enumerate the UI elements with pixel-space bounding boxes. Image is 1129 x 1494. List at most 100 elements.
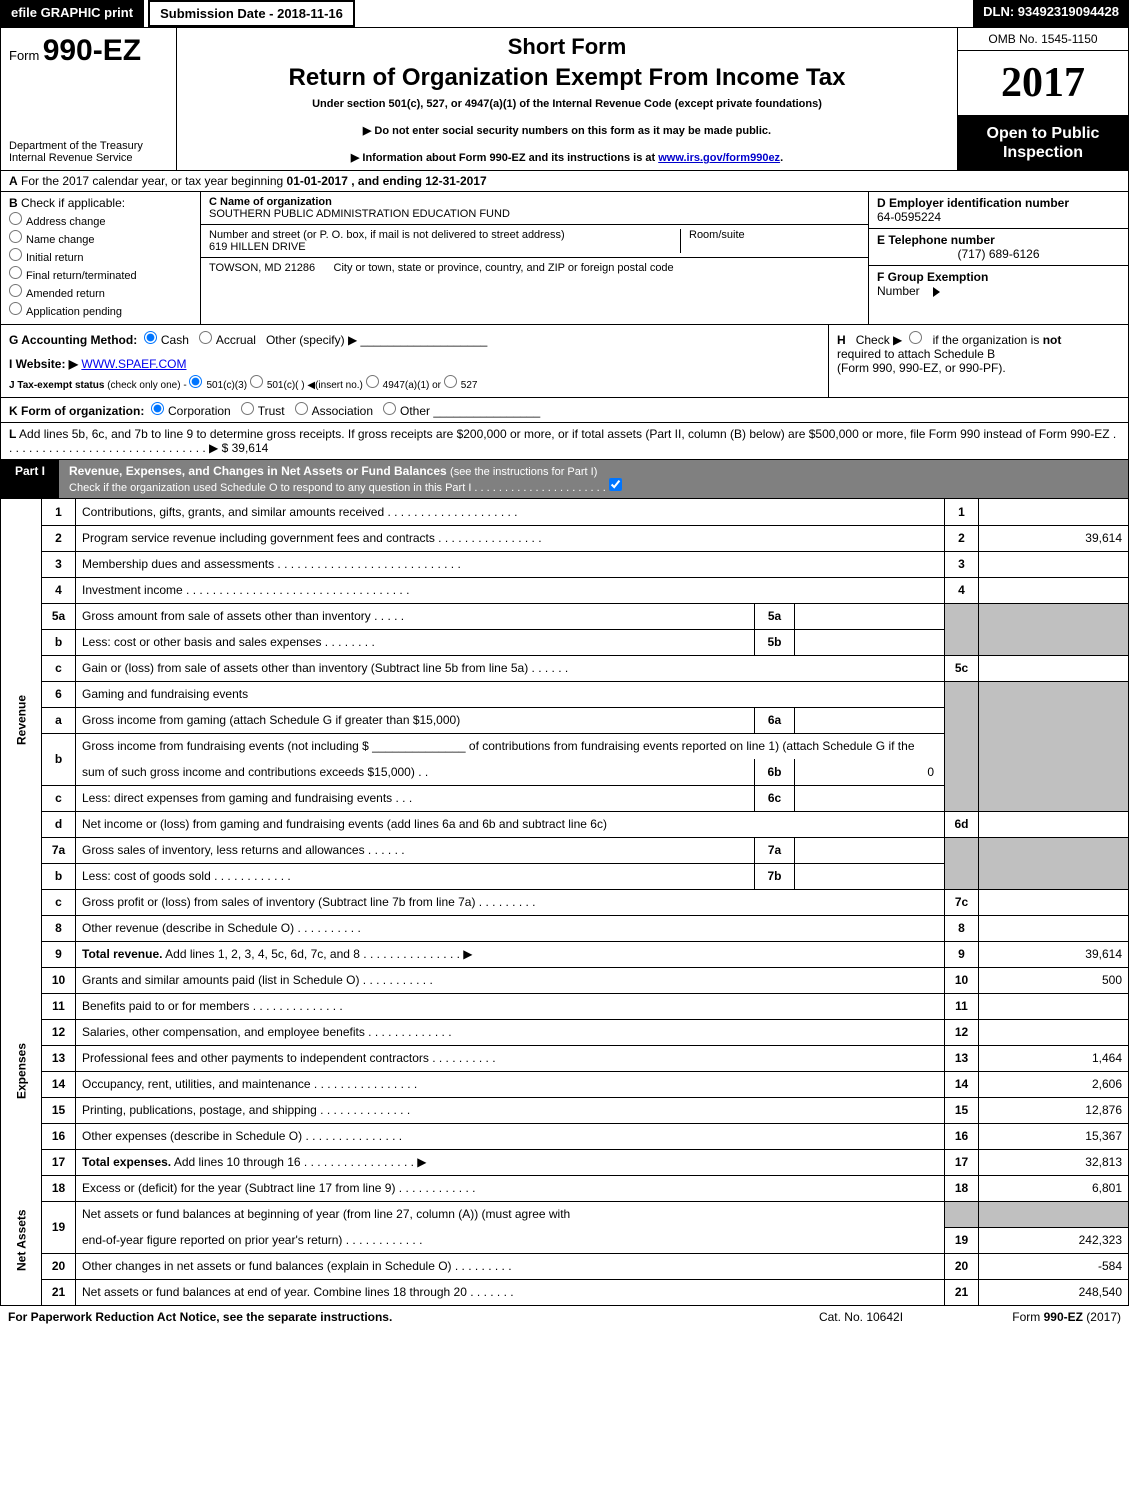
chk-final-return[interactable]: Final return/terminated: [9, 266, 192, 282]
chk-name-change[interactable]: Name change: [9, 230, 192, 246]
grey-6: [945, 681, 979, 811]
dept-treasury: Department of the Treasury: [9, 140, 168, 152]
line-5a-minival: [795, 603, 945, 629]
line-5b-minival: [795, 629, 945, 655]
check-if-applicable: Check if applicable:: [21, 196, 125, 210]
radio-cash[interactable]: [144, 331, 157, 344]
line-4-col: 4: [945, 577, 979, 603]
line-6-desc: Gaming and fundraising events: [76, 681, 945, 707]
chk-application-pending[interactable]: Application pending: [9, 302, 192, 318]
line-19-col: 19: [945, 1227, 979, 1253]
line-12-num: 12: [42, 1019, 76, 1045]
efile-print-button[interactable]: efile GRAPHIC print: [0, 0, 144, 27]
dln-label: DLN: 93492319094428: [973, 0, 1129, 27]
ein: 64-0595224: [877, 210, 941, 224]
short-form-title: Short Form: [187, 34, 947, 60]
radio-trust[interactable]: [241, 402, 254, 415]
header-left: Form 990-EZ Department of the Treasury I…: [1, 28, 177, 170]
line-7b-minival: [795, 863, 945, 889]
line-20-num: 20: [42, 1253, 76, 1279]
line-7a-minival: [795, 837, 945, 863]
row-a-pre: For the 2017 calendar year, or tax year …: [21, 174, 287, 188]
city-state-zip: TOWSON, MD 21286: [209, 262, 315, 274]
radio-4947[interactable]: [366, 375, 379, 388]
line-5b-mini: 5b: [755, 629, 795, 655]
chk-address-change[interactable]: Address change: [9, 212, 192, 228]
side-net-assets: Net Assets: [1, 1175, 42, 1305]
line-5c-col: 5c: [945, 655, 979, 681]
addr-label: Number and street (or P. O. box, if mail…: [209, 229, 565, 241]
j-o2b: ◀(insert no.): [307, 380, 362, 391]
part-i-sub: (see the instructions for Part I): [450, 466, 597, 478]
line-19-desc2: end-of-year figure reported on prior yea…: [76, 1227, 945, 1253]
chk-amended-return[interactable]: Amended return: [9, 284, 192, 300]
line-9-col: 9: [945, 941, 979, 967]
line-6d-val: [979, 811, 1129, 837]
line-8-desc: Other revenue (describe in Schedule O) .…: [76, 915, 945, 941]
side-revenue: Revenue: [1, 499, 42, 941]
grey-19: [945, 1201, 979, 1227]
radio-accrual[interactable]: [199, 331, 212, 344]
line-6-num: 6: [42, 681, 76, 707]
line-7c-num: c: [42, 889, 76, 915]
line-1-val: [979, 499, 1129, 525]
line-1-desc: Contributions, gifts, grants, and simila…: [76, 499, 945, 525]
line-9-val: 39,614: [979, 941, 1129, 967]
radio-501c3[interactable]: [189, 375, 202, 388]
label-j: J Tax-exempt status: [9, 380, 104, 391]
under-section: Under section 501(c), 527, or 4947(a)(1)…: [187, 98, 947, 110]
lines-table: Revenue 1 Contributions, gifts, grants, …: [0, 499, 1129, 1306]
website-link[interactable]: WWW.SPAEF.COM: [81, 357, 186, 371]
irs-link[interactable]: www.irs.gov/form990ez: [658, 152, 780, 164]
radio-assoc[interactable]: [295, 402, 308, 415]
k-other: Other: [400, 404, 430, 418]
h-text3: required to attach Schedule B: [837, 347, 995, 361]
line-8-val: [979, 915, 1129, 941]
radio-527[interactable]: [444, 375, 457, 388]
line-1-col: 1: [945, 499, 979, 525]
grey-7: [945, 837, 979, 889]
line-18-val: 6,801: [979, 1175, 1129, 1201]
line-7c-val: [979, 889, 1129, 915]
line-16-val: 15,367: [979, 1123, 1129, 1149]
label-h: H: [837, 333, 846, 347]
radio-corp[interactable]: [151, 402, 164, 415]
line-9-num: 9: [42, 941, 76, 967]
line-17-val: 32,813: [979, 1149, 1129, 1175]
line-6b-minival: 0: [795, 759, 945, 785]
tax-year: 2017: [958, 51, 1128, 116]
side-expenses: Expenses: [1, 967, 42, 1175]
line-7b-desc: Less: cost of goods sold . . . . . . . .…: [76, 863, 755, 889]
chk-schedule-o[interactable]: [609, 478, 622, 491]
chk-initial-return[interactable]: Initial return: [9, 248, 192, 264]
line-7c-col: 7c: [945, 889, 979, 915]
line-11-val: [979, 993, 1129, 1019]
section-bcde: B Check if applicable: Address change Na…: [0, 192, 1129, 325]
row-a: A For the 2017 calendar year, or tax yea…: [0, 171, 1129, 192]
line-16-num: 16: [42, 1123, 76, 1149]
top-bar: efile GRAPHIC print Submission Date - 20…: [0, 0, 1129, 27]
line-7a-num: 7a: [42, 837, 76, 863]
part-i-check: Check if the organization used Schedule …: [69, 482, 609, 494]
line-6c-mini: 6c: [755, 785, 795, 811]
line-20-col: 20: [945, 1253, 979, 1279]
radio-501c[interactable]: [250, 375, 263, 388]
line-5b-desc: Less: cost or other basis and sales expe…: [76, 629, 755, 655]
open-line2: Inspection: [962, 143, 1124, 162]
col-c: C Name of organization SOUTHERN PUBLIC A…: [201, 192, 868, 324]
line-6a-mini: 6a: [755, 707, 795, 733]
line-20-desc: Other changes in net assets or fund bala…: [76, 1253, 945, 1279]
grey-7v: [979, 837, 1129, 889]
row-k: K Form of organization: Corporation Trus…: [0, 398, 1129, 423]
radio-other[interactable]: [383, 402, 396, 415]
radio-h[interactable]: [909, 331, 922, 344]
arrow-icon: [933, 287, 940, 297]
j-o4: 527: [461, 380, 478, 391]
col-g: G Accounting Method: Cash Accrual Other …: [1, 325, 828, 397]
line-6c-minival: [795, 785, 945, 811]
label-b: B: [9, 196, 18, 210]
footer-right: Form 990-EZ (2017): [961, 1310, 1121, 1324]
other-label: Other (specify) ▶: [266, 333, 357, 347]
side-spacer: [1, 941, 42, 967]
line-1-num: 1: [42, 499, 76, 525]
